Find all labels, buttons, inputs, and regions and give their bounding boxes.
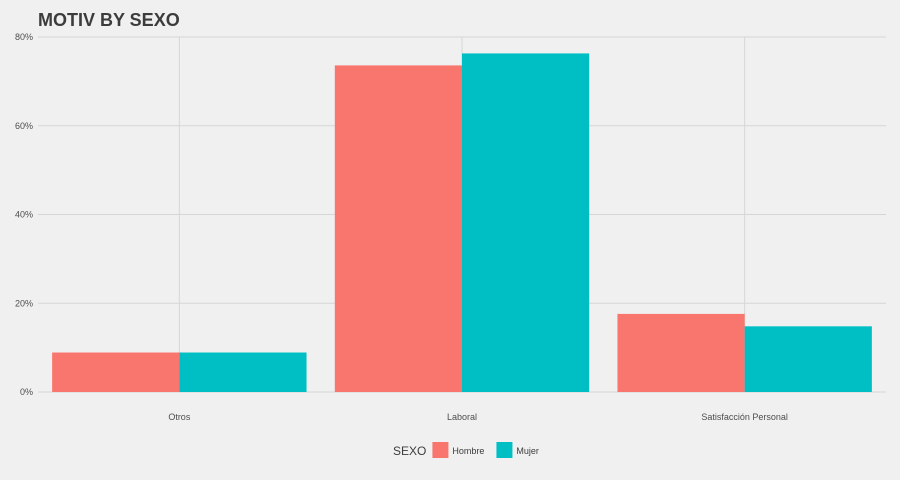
legend-swatch-mujer	[496, 442, 513, 458]
legend: SEXO Hombre Mujer	[393, 442, 539, 458]
bar-hombre	[617, 313, 745, 392]
legend-label: Mujer	[516, 446, 539, 456]
bar-mujer	[462, 53, 590, 392]
x-tick-label: Satisfacción Personal	[701, 412, 788, 422]
chart-title: MOTIV BY SEXO	[38, 10, 180, 30]
x-tick-label: Laboral	[447, 412, 477, 422]
y-tick-label: 40%	[15, 210, 33, 220]
bar-mujer	[179, 352, 307, 392]
x-tick-label: Otros	[168, 412, 191, 422]
bar-mujer	[744, 326, 872, 392]
bar-layer	[52, 53, 872, 393]
y-tick-label: 20%	[15, 298, 33, 308]
legend-title: SEXO	[393, 444, 426, 458]
y-tick-label: 0%	[20, 387, 33, 397]
y-tick-label: 60%	[15, 121, 33, 131]
legend-label: Hombre	[452, 446, 484, 456]
y-tick-label: 80%	[15, 32, 33, 42]
axis-layer: 0% 20% 40% 60% 80% Otros Laboral Satisfacción P…	[15, 32, 788, 422]
bar-hombre	[334, 65, 462, 393]
legend-swatch-hombre	[432, 442, 449, 458]
bar-hombre	[52, 352, 180, 392]
